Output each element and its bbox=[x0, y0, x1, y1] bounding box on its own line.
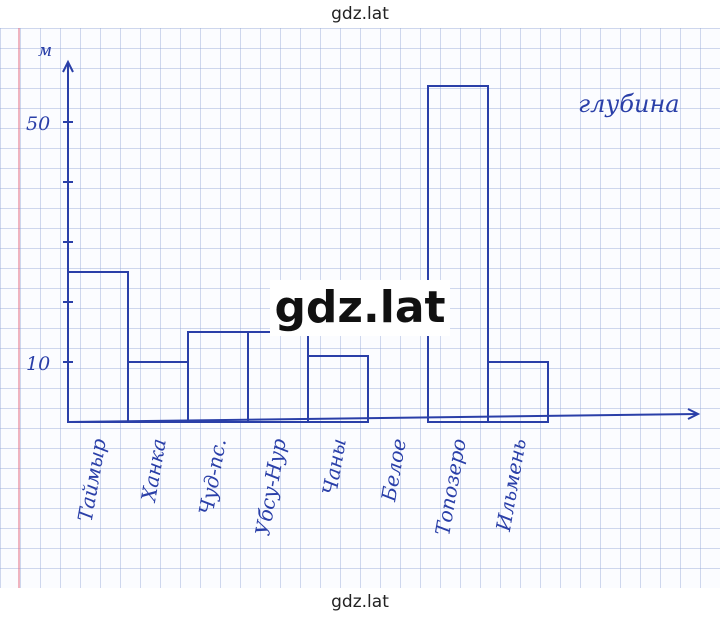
category-label-2: Ханка bbox=[136, 437, 171, 505]
y-ticks: 10 50 bbox=[26, 113, 73, 375]
category-label-4: Убсу-Нур bbox=[250, 437, 291, 538]
chart-title: глубина bbox=[578, 90, 680, 118]
bar-8 bbox=[487, 361, 549, 423]
y-axis-arrow bbox=[62, 59, 74, 73]
category-label-6: Белое bbox=[376, 437, 411, 504]
category-label-5: Чаны bbox=[317, 437, 351, 497]
category-label-3: Чуд-пс. bbox=[194, 437, 231, 517]
watermark-center: gdz.lat bbox=[270, 280, 450, 336]
category-label-1: Таймыр bbox=[73, 437, 111, 524]
chart-bars bbox=[67, 85, 549, 423]
watermark-bottom: gdz.lat bbox=[331, 592, 389, 612]
y-tick-label-10: 10 bbox=[26, 353, 50, 375]
y-tick-label-50: 50 bbox=[26, 113, 50, 135]
margin-line bbox=[18, 28, 20, 588]
watermark-top: gdz.lat bbox=[331, 4, 389, 24]
category-label-7: Топозеро bbox=[430, 437, 471, 538]
x-axis-arrow bbox=[687, 408, 701, 420]
y-axis-label: м bbox=[38, 41, 52, 61]
bar-5 bbox=[307, 355, 369, 423]
category-label-8: Ильмень bbox=[491, 437, 531, 534]
bar-2 bbox=[127, 361, 189, 423]
bar-4 bbox=[247, 331, 309, 423]
bar-3 bbox=[187, 331, 249, 423]
bar-7 bbox=[427, 85, 489, 423]
bar-1 bbox=[67, 271, 129, 423]
x-tick-labels: Таймыр Ханка Чуд-пс. Убсу-Нур Чаны Белое Топоз… bbox=[73, 437, 531, 538]
x-axis-line bbox=[67, 413, 699, 423]
